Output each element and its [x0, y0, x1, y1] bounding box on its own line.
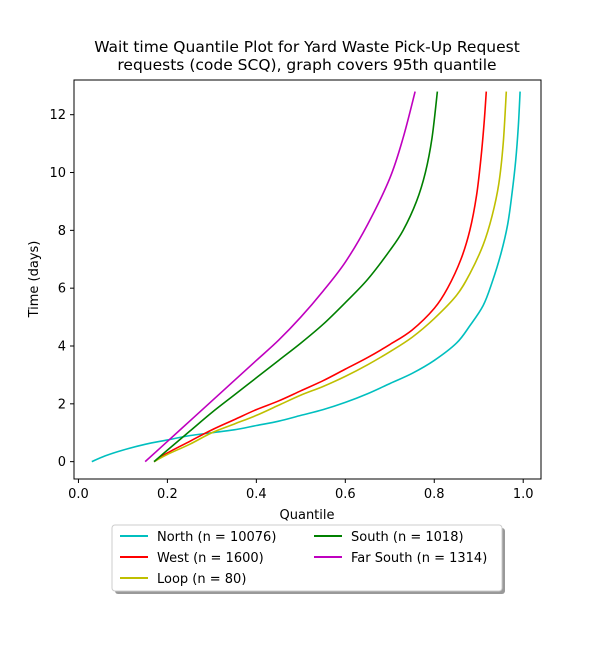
series-line-2 [153, 91, 508, 463]
legend-items: North (n = 10076) West (n = 1600) Loop (n … [120, 530, 487, 587]
y-tick-label: 10 [49, 166, 66, 181]
series-line-3 [153, 91, 439, 463]
x-tick-label: 0.6 [335, 487, 356, 502]
y-tick-label: 8 [58, 224, 66, 239]
y-tick-label: 2 [58, 397, 66, 412]
x-tick-label: 0.4 [246, 487, 267, 502]
legend: North (n = 10076) West (n = 1600) Loop (n … [111, 524, 505, 594]
series-line-0 [91, 91, 521, 463]
plot-area-frame [73, 79, 542, 480]
legend-box [111, 524, 503, 592]
axis-ticks: 0.0 0.2 0.4 0.6 0.8 1.0 0 2 4 6 8 10 12 [49, 108, 533, 502]
legend-label: South (n = 1018) [351, 530, 464, 545]
x-tick-label: 0.8 [424, 487, 445, 502]
legend-label: West (n = 1600) [157, 551, 264, 566]
chart-title-line-1: Wait time Quantile Plot for Yard Waste P… [94, 38, 520, 56]
y-tick-label: 6 [58, 282, 66, 297]
series-lines [91, 91, 521, 463]
y-tick-label: 0 [58, 455, 66, 470]
x-tick-label: 0.0 [68, 487, 89, 502]
legend-label: Loop (n = 80) [157, 572, 246, 587]
series-line-1 [153, 91, 488, 463]
y-tick-label: 12 [49, 108, 66, 123]
legend-label: North (n = 10076) [157, 530, 276, 545]
x-tick-label: 1.0 [513, 487, 534, 502]
x-axis-label: Quantile [280, 508, 335, 523]
y-tick-label: 4 [58, 340, 66, 355]
legend-label: Far South (n = 1314) [351, 551, 487, 566]
chart-title-line-2: requests (code SCQ), graph covers 95th q… [117, 56, 496, 74]
series-line-4 [144, 91, 416, 463]
x-tick-label: 0.2 [157, 487, 178, 502]
y-axis-label: Time (days) [27, 241, 42, 319]
